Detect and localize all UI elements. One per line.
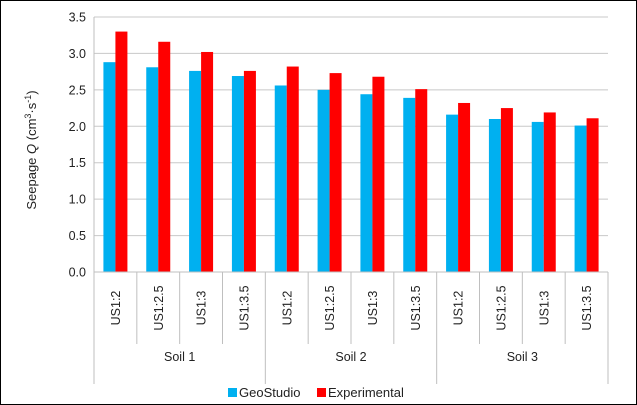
x-category-label: US1:3 [366,291,380,326]
bar-experimental [415,89,428,272]
bar-experimental [372,76,385,272]
x-group-label: Soil 1 [164,350,195,364]
x-category-label: US1:2.5 [494,285,508,330]
bar-geostudio [274,85,287,272]
legend: GeoStudio Experimental [228,385,404,400]
y-axis-title: Seepage Q (cm3·s-1) [23,90,39,209]
x-group-label: Soil 3 [507,350,538,364]
x-category-label: US1:3.5 [237,285,251,330]
x-category-label: US1:2.5 [323,285,337,330]
bar-experimental [286,66,299,273]
x-category-label: US1:3.5 [580,285,594,330]
bar-experimental [500,108,513,272]
bar-experimental [158,41,171,273]
bar-geostudio [446,114,459,272]
bar-experimental [586,118,599,273]
bar-geostudio [531,121,544,273]
bar-experimental [243,70,256,273]
bar-geostudio [317,89,330,272]
x-category-label: US1:3 [195,291,209,326]
bar-geostudio [231,76,244,272]
bar-geostudio [146,67,159,273]
x-category-label: US1:3.5 [409,285,423,330]
y-tick-labels: 0.0 0.5 1.0 1.5 2.0 2.5 3.0 3.5 [69,11,86,280]
y-tick-label: 0.5 [69,229,86,243]
bar-geostudio [360,94,373,272]
y-tick-label: 2.5 [69,83,86,97]
y-tick-label: 1.5 [69,156,86,170]
x-category-label: US1:2 [452,291,466,326]
group-labels: Soil 1 Soil 2 Soil 3 [164,350,538,364]
bar-geostudio [488,119,501,272]
x-category-label: US1:2 [109,291,123,326]
bar-geostudio [189,70,202,273]
bar-experimental [115,31,128,273]
x-category-label: US1:2 [280,291,294,326]
legend-swatch-geostudio [228,388,237,397]
bars [103,31,599,273]
legend-label-experimental: Experimental [328,385,404,400]
x-group-label: Soil 2 [335,350,366,364]
axes [93,17,609,384]
bar-experimental [329,73,342,272]
bar-experimental [458,102,471,272]
y-tick-label: 1.0 [69,193,86,207]
bar-experimental [543,112,556,272]
legend-swatch-experimental [317,388,326,397]
legend-label-geostudio: GeoStudio [239,385,300,400]
y-tick-label: 2.0 [69,120,86,134]
x-category-label: US1:3 [537,291,551,326]
y-tick-label: 3.5 [69,11,86,25]
bar-geostudio [403,97,416,272]
bar-geostudio [574,125,587,272]
bar-experimental [201,51,214,272]
y-tick-label: 3.0 [69,47,86,61]
bar-geostudio [103,62,116,272]
category-labels: US1:2 US1:2.5 US1:3 US1:3.5 US1:2 US1:2.5 US1:… [109,285,594,330]
x-category-label: US1:2.5 [152,285,166,330]
y-tick-label: 0.0 [69,266,86,280]
